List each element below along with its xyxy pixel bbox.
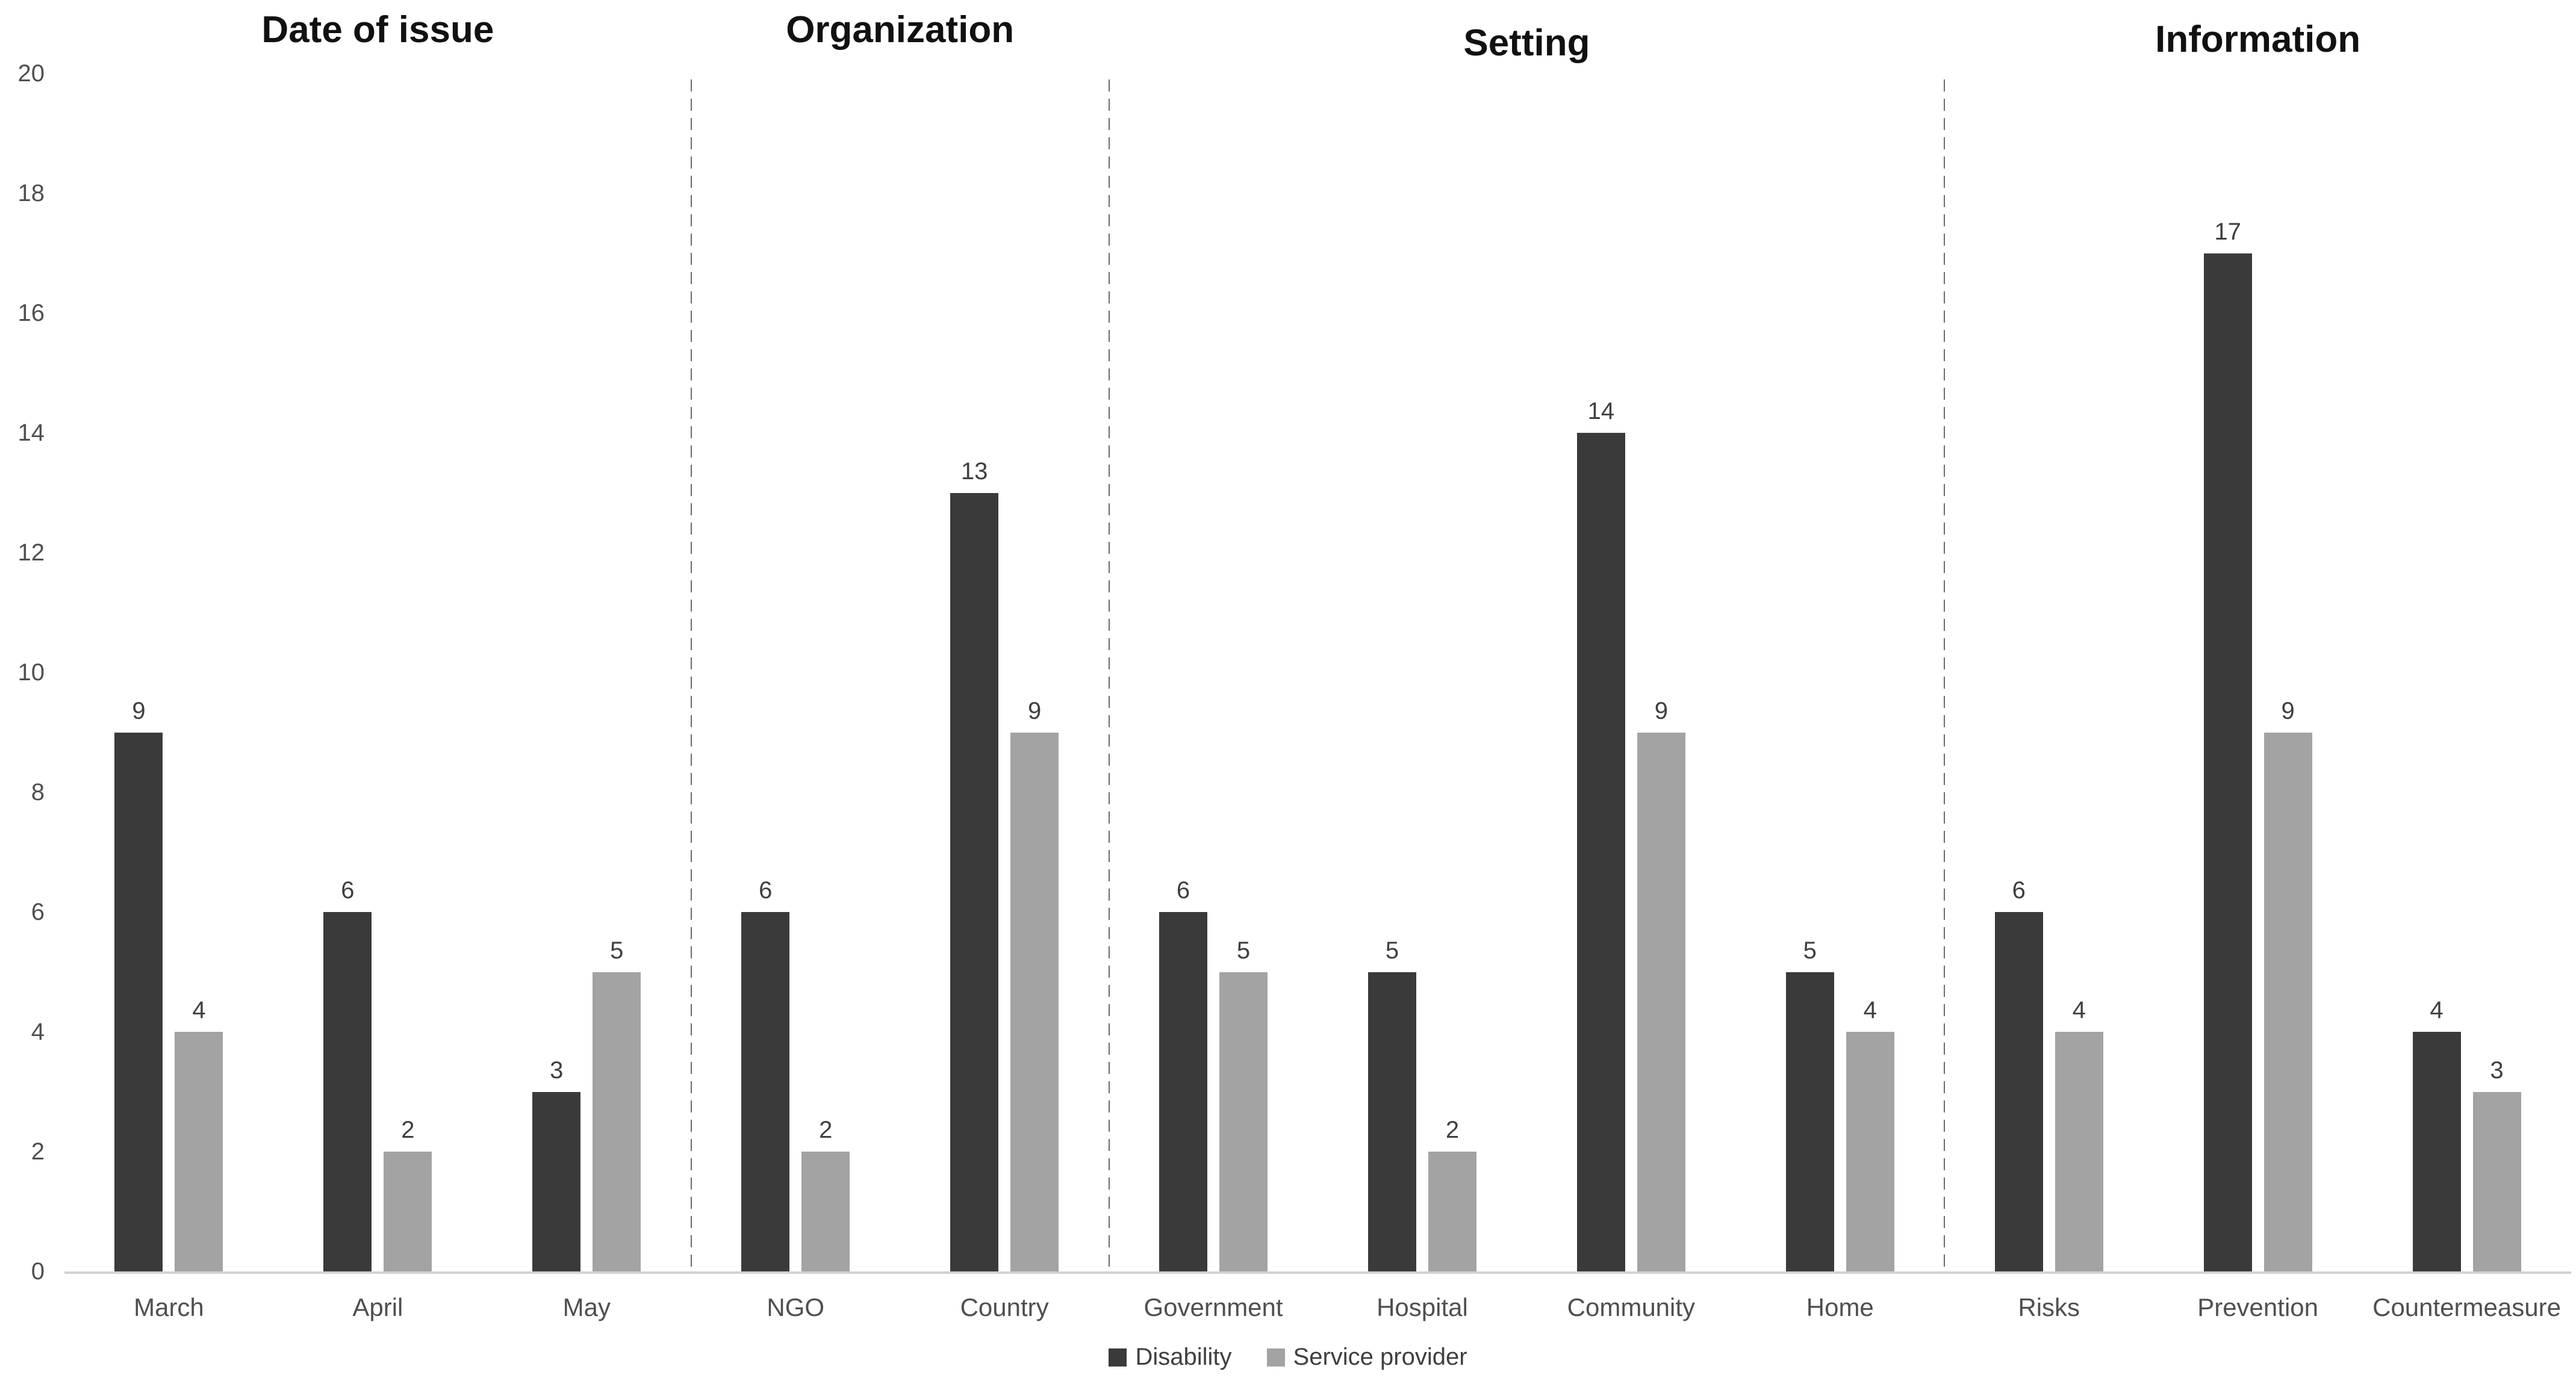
category-label-april: April [352,1293,403,1321]
legend-item-disability: Disability [1109,1344,1232,1371]
bar-value-label: 4 [2072,997,2086,1023]
legend-item-service-provider: Service provider [1266,1344,1467,1371]
y-tick-label: 14 [17,420,45,446]
bar-value-label: 9 [1028,697,1042,724]
category-label-countermeasure: Countermeasure [2372,1293,2561,1321]
category-label-risks: Risks [2018,1293,2080,1321]
bar-service-provider-risks [2055,1032,2103,1271]
bar-service-provider-ngo [801,1152,850,1271]
bar-service-provider-april [384,1152,432,1271]
bar-value-label: 5 [1385,937,1399,964]
bar-service-provider-prevention [2263,732,2312,1271]
bar-service-provider-community [1637,732,1685,1271]
category-label-community: Community [1567,1293,1696,1321]
bar-value-label: 6 [341,877,355,904]
bar-value-label: 2 [819,1117,833,1143]
section-title-organization: Organization [786,9,1015,51]
y-tick-label: 12 [17,539,45,566]
bar-disability-may [532,1091,581,1271]
y-tick-label: 18 [17,180,45,206]
bar-value-label: 4 [192,997,206,1023]
x-axis-line [64,1271,2571,1274]
y-tick-label: 2 [31,1138,45,1165]
y-tick-label: 0 [31,1258,45,1285]
y-tick-label: 10 [17,659,45,686]
legend-label: Service provider [1293,1344,1467,1370]
legend-swatch-icon [1266,1348,1285,1367]
bar-disability-prevention [2203,253,2252,1271]
bar-value-label: 3 [550,1056,564,1084]
section-title-date-of-issue: Date of issue [261,9,494,51]
bar-value-label: 5 [1236,937,1251,964]
bar-service-provider-may [593,972,641,1271]
bar-value-label: 4 [2430,997,2444,1023]
bar-value-label: 9 [1654,697,1668,724]
bar-service-provider-home [1846,1032,1894,1271]
bar-disability-ngo [741,912,790,1271]
bar-value-label: 9 [132,697,146,724]
y-tick-label: 16 [17,300,45,326]
category-label-ngo: NGO [767,1293,825,1321]
category-label-government: Government [1143,1293,1283,1321]
bar-value-label: 3 [2490,1056,2504,1084]
bar-disability-april [323,912,372,1271]
bar-value-label: 2 [1445,1117,1460,1143]
bar-value-label: 6 [1176,877,1190,904]
bar-disability-home [1785,972,1834,1271]
y-tick-label: 20 [17,60,45,87]
y-tick-label: 6 [31,899,45,925]
category-label-country: Country [960,1293,1049,1321]
bar-service-provider-country [1010,732,1059,1271]
bar-value-label: 4 [1863,997,1877,1023]
bar-value-label: 6 [2012,877,2026,904]
legend: Disability Service provider [0,1344,2576,1371]
category-label-may: May [562,1293,611,1321]
bar-value-label: 13 [960,458,988,485]
bar-value-label: 9 [2281,697,2295,724]
category-label-march: March [134,1293,204,1321]
bar-value-label: 5 [1803,937,1817,964]
bar-value-label: 6 [759,877,773,904]
bar-disability-government [1159,912,1208,1271]
bar-value-label: 14 [1587,398,1615,424]
section-title-setting: Setting [1463,22,1590,64]
bar-service-provider-hospital [1428,1152,1476,1271]
y-tick-label: 8 [31,779,45,805]
bar-value-label: 17 [2214,218,2241,245]
bar-service-provider-march [175,1032,223,1271]
section-divider [1944,79,1946,1271]
bar-disability-risks [1994,912,2043,1271]
bar-disability-march [114,732,163,1271]
bar-disability-country [950,492,999,1271]
category-label-prevention: Prevention [2197,1293,2318,1321]
section-divider [690,79,692,1271]
bar-disability-countermeasure [2412,1032,2461,1271]
bar-disability-community [1576,433,1625,1271]
category-label-hospital: Hospital [1377,1293,1468,1321]
y-tick-label: 4 [31,1019,45,1045]
bar-service-provider-countermeasure [2472,1091,2521,1271]
bar-value-label: 5 [610,937,624,964]
legend-swatch-icon [1109,1348,1127,1367]
section-divider [1108,79,1110,1271]
section-title-information: Information [2155,19,2361,60]
bar-disability-hospital [1367,972,1416,1271]
bar-value-label: 2 [401,1117,415,1143]
legend-label: Disability [1135,1344,1232,1370]
category-label-home: Home [1806,1293,1874,1321]
bar-service-provider-government [1219,972,1268,1271]
